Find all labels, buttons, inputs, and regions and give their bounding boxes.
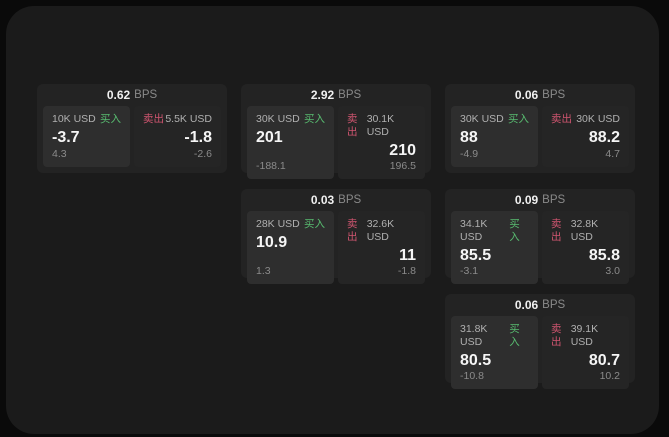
quote-card: 0.09 BPS 34.1K USD 买入 85.5 -3.1 卖出 32.8K… — [445, 189, 635, 284]
sell-delta: 4.7 — [605, 148, 620, 160]
buy-price: 201 — [256, 129, 283, 146]
sell-delta: -2.6 — [193, 148, 212, 160]
sell-button[interactable]: 卖出 — [551, 323, 562, 348]
quote-panels: 31.8K USD 买入 80.5 -10.8 卖出 39.1K USD 80.… — [451, 316, 629, 389]
sell-amount: 5.5K USD — [165, 113, 212, 125]
buy-amount: 28K USD — [256, 218, 300, 230]
buy-price: 85.5 — [460, 247, 492, 264]
quote-card: 0.06 BPS 30K USD 买入 88 -4.9 卖出 30K USD — [445, 84, 635, 173]
buy-delta: -10.8 — [460, 370, 484, 382]
buy-panel[interactable]: 34.1K USD 买入 85.5 -3.1 — [451, 211, 538, 284]
buy-button[interactable]: 买入 — [509, 218, 520, 243]
quote-card: 0.06 BPS 31.8K USD 买入 80.5 -10.8 卖出 39.1… — [445, 294, 635, 389]
card-header: 0.09 BPS — [451, 189, 629, 211]
buy-panel[interactable]: 10K USD 买入 -3.7 4.3 — [43, 106, 130, 167]
buy-delta: 4.3 — [52, 148, 67, 160]
bps-value: 2.92 — [310, 88, 335, 102]
sell-button[interactable]: 卖出 — [551, 113, 572, 125]
sell-amount: 39.1K USD — [570, 323, 599, 348]
buy-delta: -4.9 — [460, 148, 479, 160]
sell-panel[interactable]: 卖出 32.6K USD 11 -1.8 — [338, 211, 425, 284]
buy-button[interactable]: 买入 — [304, 218, 325, 230]
buy-amount: 30K USD — [460, 113, 504, 125]
buy-delta: -188.1 — [256, 160, 286, 172]
sell-delta: 3.0 — [605, 265, 620, 277]
bps-unit-label: BPS — [542, 89, 566, 101]
quote-panels: 10K USD 买入 -3.7 4.3 卖出 5.5K USD -1.8 -2.… — [43, 106, 221, 167]
sell-delta: 196.5 — [389, 160, 416, 172]
sell-panel[interactable]: 卖出 30K USD 88.2 4.7 — [542, 106, 629, 167]
bps-unit-label: BPS — [338, 89, 362, 101]
card-header: 0.06 BPS — [451, 84, 629, 106]
sell-panel[interactable]: 卖出 30.1K USD 210 196.5 — [338, 106, 425, 179]
buy-price: 88 — [460, 129, 478, 146]
sell-price: -1.8 — [184, 129, 212, 146]
buy-panel[interactable]: 28K USD 买入 10.9 1.3 — [247, 211, 334, 284]
buy-button[interactable]: 买入 — [509, 323, 520, 348]
quote-panels: 34.1K USD 买入 85.5 -3.1 卖出 32.8K USD 85.8… — [451, 211, 629, 284]
buy-panel[interactable]: 30K USD 买入 88 -4.9 — [451, 106, 538, 167]
sell-button[interactable]: 卖出 — [143, 113, 164, 125]
bps-value: 0.09 — [514, 193, 539, 207]
buy-button[interactable]: 买入 — [100, 113, 121, 125]
buy-panel[interactable]: 30K USD 买入 201 -188.1 — [247, 106, 334, 179]
bps-unit-label: BPS — [134, 89, 158, 101]
buy-delta: 1.3 — [256, 265, 271, 277]
bps-value: 0.62 — [106, 88, 131, 102]
quote-card: 0.03 BPS 28K USD 买入 10.9 1.3 卖出 32.6K US… — [241, 189, 431, 284]
buy-button[interactable]: 买入 — [304, 113, 325, 125]
buy-price: 10.9 — [256, 234, 288, 251]
sell-amount: 32.6K USD — [366, 218, 395, 243]
sell-delta: 10.2 — [599, 370, 620, 382]
bps-value: 0.06 — [514, 298, 539, 312]
quote-panels: 30K USD 买入 88 -4.9 卖出 30K USD 88.2 4.7 — [451, 106, 629, 167]
buy-amount: 31.8K USD — [460, 323, 488, 348]
quote-card: 2.92 BPS 30K USD 买入 201 -188.1 卖出 30.1K … — [241, 84, 431, 179]
sell-amount: 30K USD — [576, 113, 620, 125]
card-header: 0.06 BPS — [451, 294, 629, 316]
buy-delta: -3.1 — [460, 265, 479, 277]
buy-amount: 30K USD — [256, 113, 300, 125]
quote-cards-grid: 0.62 BPS 10K USD 买入 -3.7 4.3 卖出 5.5K USD — [37, 84, 635, 389]
sell-button[interactable]: 卖出 — [347, 113, 358, 138]
bps-unit-label: BPS — [338, 194, 362, 206]
buy-amount: 34.1K USD — [460, 218, 488, 243]
sell-price: 11 — [399, 247, 416, 264]
sell-price: 88.2 — [588, 129, 620, 146]
sell-amount: 30.1K USD — [366, 113, 395, 138]
buy-button[interactable]: 买入 — [508, 113, 529, 125]
sell-price: 80.7 — [588, 352, 620, 369]
sell-panel[interactable]: 卖出 5.5K USD -1.8 -2.6 — [134, 106, 221, 167]
buy-price: 80.5 — [460, 352, 492, 369]
buy-price: -3.7 — [52, 129, 80, 146]
quote-panels: 30K USD 买入 201 -188.1 卖出 30.1K USD 210 1… — [247, 106, 425, 179]
bps-value: 0.06 — [514, 88, 539, 102]
card-header: 2.92 BPS — [247, 84, 425, 106]
buy-panel[interactable]: 31.8K USD 买入 80.5 -10.8 — [451, 316, 538, 389]
buy-amount: 10K USD — [52, 113, 96, 125]
sell-delta: -1.8 — [397, 265, 416, 277]
card-header: 0.03 BPS — [247, 189, 425, 211]
sell-amount: 32.8K USD — [570, 218, 599, 243]
sell-button[interactable]: 卖出 — [347, 218, 358, 243]
card-header: 0.62 BPS — [43, 84, 221, 106]
sell-panel[interactable]: 卖出 39.1K USD 80.7 10.2 — [542, 316, 629, 389]
bps-unit-label: BPS — [542, 194, 566, 206]
sell-panel[interactable]: 卖出 32.8K USD 85.8 3.0 — [542, 211, 629, 284]
quote-card: 0.62 BPS 10K USD 买入 -3.7 4.3 卖出 5.5K USD — [37, 84, 227, 173]
sell-price: 85.8 — [588, 247, 620, 264]
bps-value: 0.03 — [310, 193, 335, 207]
bps-unit-label: BPS — [542, 299, 566, 311]
sell-button[interactable]: 卖出 — [551, 218, 562, 243]
quote-panels: 28K USD 买入 10.9 1.3 卖出 32.6K USD 11 -1.8 — [247, 211, 425, 284]
sell-price: 210 — [389, 142, 416, 159]
